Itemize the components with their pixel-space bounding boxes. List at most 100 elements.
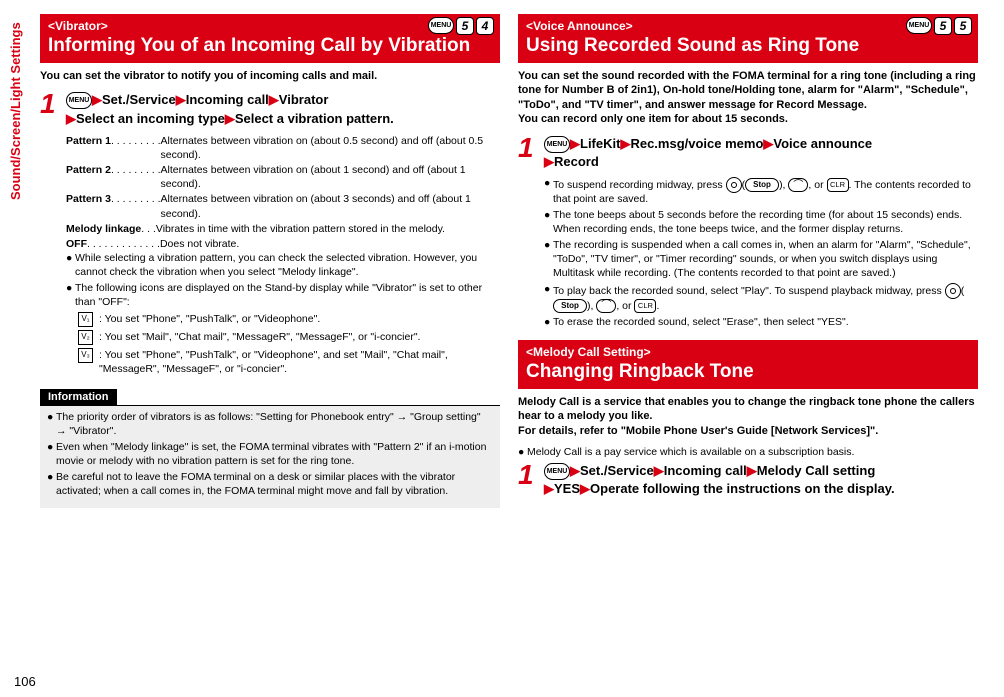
step-number: 1: [518, 135, 536, 171]
vibrator-icon-list: V₁: You set "Phone", "PushTalk", or "Vid…: [40, 312, 500, 376]
stop-button-icon: Stop: [553, 299, 587, 313]
step-part: Rec.msg/voice memo: [630, 136, 763, 151]
hangup-key-icon: ⌒: [596, 299, 616, 313]
step-number: 1: [518, 462, 536, 498]
step-part: Operate following the instructions on th…: [590, 481, 895, 496]
information-header: Information: [40, 389, 117, 405]
vibrator-section-header: MENU 5 4 <Vibrator> Informing You of an …: [40, 14, 500, 63]
bullet: ●The following icons are displayed on th…: [66, 282, 500, 310]
info-item: ●The priority order of vibrators is as f…: [47, 411, 493, 439]
vibrator-badge-icon: V₁: [78, 312, 93, 327]
section-tag: <Vibrator>: [48, 19, 492, 33]
voice-intro: You can set the sound recorded with the …: [518, 69, 978, 127]
arrow-icon: ▶: [747, 463, 757, 478]
menu-num-4-icon: 4: [476, 17, 494, 35]
clr-key-icon: CLR: [634, 299, 656, 313]
bullet: ●While selecting a vibration pattern, yo…: [66, 252, 500, 280]
vibrator-badge-icon: V₃: [78, 348, 93, 363]
bullet: ●To erase the recorded sound, select "Er…: [544, 316, 978, 330]
step-body: MENU▶Set./Service▶Incoming call▶Melody C…: [544, 462, 978, 498]
melody-intro: Melody Call is a service that enables yo…: [518, 395, 978, 439]
step-part: LifeKit: [580, 136, 620, 151]
vibrator-badge-icon: V₂: [78, 330, 93, 345]
melody-step-1: 1 MENU▶Set./Service▶Incoming call▶Melody…: [518, 462, 978, 498]
header-icons: MENU 5 5: [906, 17, 972, 35]
vibrator-step-1: 1 MENU▶Set./Service▶Incoming call▶Vibrat…: [40, 91, 500, 127]
step-part: Incoming call: [664, 463, 747, 478]
step-body: MENU▶LifeKit▶Rec.msg/voice memo▶Voice an…: [544, 135, 978, 171]
information-box: ●The priority order of vibrators is as f…: [40, 405, 500, 508]
right-column: MENU 5 5 <Voice Announce> Using Recorded…: [518, 14, 978, 683]
arrow-icon: ▶: [544, 481, 554, 496]
step-body: MENU▶Set./Service▶Incoming call▶Vibrator…: [66, 91, 500, 127]
step-part: Voice announce: [773, 136, 872, 151]
section-title: Using Recorded Sound as Ring Tone: [526, 35, 970, 57]
step-part: Incoming call: [186, 92, 269, 107]
center-key-icon: [945, 283, 961, 299]
arrow-icon: ▶: [580, 481, 590, 496]
menu-num-5-icon: 5: [934, 17, 952, 35]
step-part: Melody Call setting: [757, 463, 875, 478]
left-column: MENU 5 4 <Vibrator> Informing You of an …: [40, 14, 500, 683]
menu-icon: MENU: [906, 17, 932, 34]
vibrator-intro: You can set the vibrator to notify you o…: [40, 69, 500, 84]
menu-num-5-icon: 5: [456, 17, 474, 35]
vibrator-notes: ●While selecting a vibration pattern, yo…: [40, 252, 500, 310]
bullet: ● To play back the recorded sound, selec…: [544, 283, 978, 314]
step-part: Record: [554, 154, 599, 169]
def-row: OFF . . . . . . . . . . . . .Does not vi…: [66, 237, 500, 251]
icon-row: V₃: You set "Phone", "PushTalk", or "Vid…: [78, 348, 500, 376]
arrow-icon: ▶: [176, 92, 186, 107]
voice-step-1: 1 MENU▶LifeKit▶Rec.msg/voice memo▶Voice …: [518, 135, 978, 171]
def-row: Melody linkage . . .Vibrates in time wit…: [66, 222, 500, 236]
icon-row: V₂: You set "Mail", "Chat mail", "Messag…: [78, 330, 500, 345]
arrow-icon: ▶: [92, 92, 102, 107]
arrow-icon: ▶: [654, 463, 664, 478]
menu-num-5-icon: 5: [954, 17, 972, 35]
bullet: ●Melody Call is a pay service which is a…: [518, 446, 978, 460]
arrow-icon: ▶: [225, 111, 235, 126]
info-item: ●Be careful not to leave the FOMA termin…: [47, 471, 493, 499]
bullet: ●The tone beeps about 5 seconds before t…: [544, 209, 978, 237]
step-number: 1: [40, 91, 58, 127]
voice-announce-header: MENU 5 5 <Voice Announce> Using Recorded…: [518, 14, 978, 63]
step-part: Set./Service: [102, 92, 176, 107]
info-item: ●Even when "Melody linkage" is set, the …: [47, 441, 493, 469]
arrow-icon: ▶: [763, 136, 773, 151]
center-key-icon: [726, 177, 742, 193]
section-title: Changing Ringback Tone: [526, 361, 970, 383]
step-part: Set./Service: [580, 463, 654, 478]
arrow-icon: ▶: [620, 136, 630, 151]
step-part: Select an incoming type: [76, 111, 225, 126]
voice-notes: ● To suspend recording midway, press (St…: [518, 177, 978, 329]
header-icons: MENU 5 4: [428, 17, 494, 35]
melody-call-header: <Melody Call Setting> Changing Ringback …: [518, 340, 978, 389]
icon-row: V₁: You set "Phone", "PushTalk", or "Vid…: [78, 312, 500, 327]
menu-icon: MENU: [66, 92, 92, 109]
clr-key-icon: CLR: [827, 178, 849, 192]
def-row: Pattern 3. . . . . . . . .Alternates bet…: [66, 192, 500, 220]
section-tag: <Voice Announce>: [526, 19, 970, 33]
hangup-key-icon: ⌒: [788, 178, 808, 192]
arrow-icon: ▶: [269, 92, 279, 107]
step-part: Select a vibration pattern.: [235, 111, 394, 126]
bullet: ● To suspend recording midway, press (St…: [544, 177, 978, 207]
menu-icon: MENU: [544, 463, 570, 480]
section-tag: <Melody Call Setting>: [526, 345, 970, 359]
step-part: Vibrator: [279, 92, 329, 107]
arrow-icon: ▶: [570, 136, 580, 151]
menu-icon: MENU: [428, 17, 454, 34]
menu-icon: MENU: [544, 136, 570, 153]
pattern-definitions: Pattern 1. . . . . . . . .Alternates bet…: [40, 134, 500, 251]
arrow-icon: ▶: [570, 463, 580, 478]
bullet: ●The recording is suspended when a call …: [544, 239, 978, 281]
side-tab: Sound/Screen/Light Settings: [8, 22, 23, 200]
page-number: 106: [14, 674, 36, 689]
def-row: Pattern 2. . . . . . . . .Alternates bet…: [66, 163, 500, 191]
section-title: Informing You of an Incoming Call by Vib…: [48, 35, 492, 57]
arrow-icon: ▶: [66, 111, 76, 126]
def-row: Pattern 1. . . . . . . . .Alternates bet…: [66, 134, 500, 162]
melody-note: ●Melody Call is a pay service which is a…: [518, 446, 978, 460]
arrow-icon: ▶: [544, 154, 554, 169]
step-part: YES: [554, 481, 580, 496]
